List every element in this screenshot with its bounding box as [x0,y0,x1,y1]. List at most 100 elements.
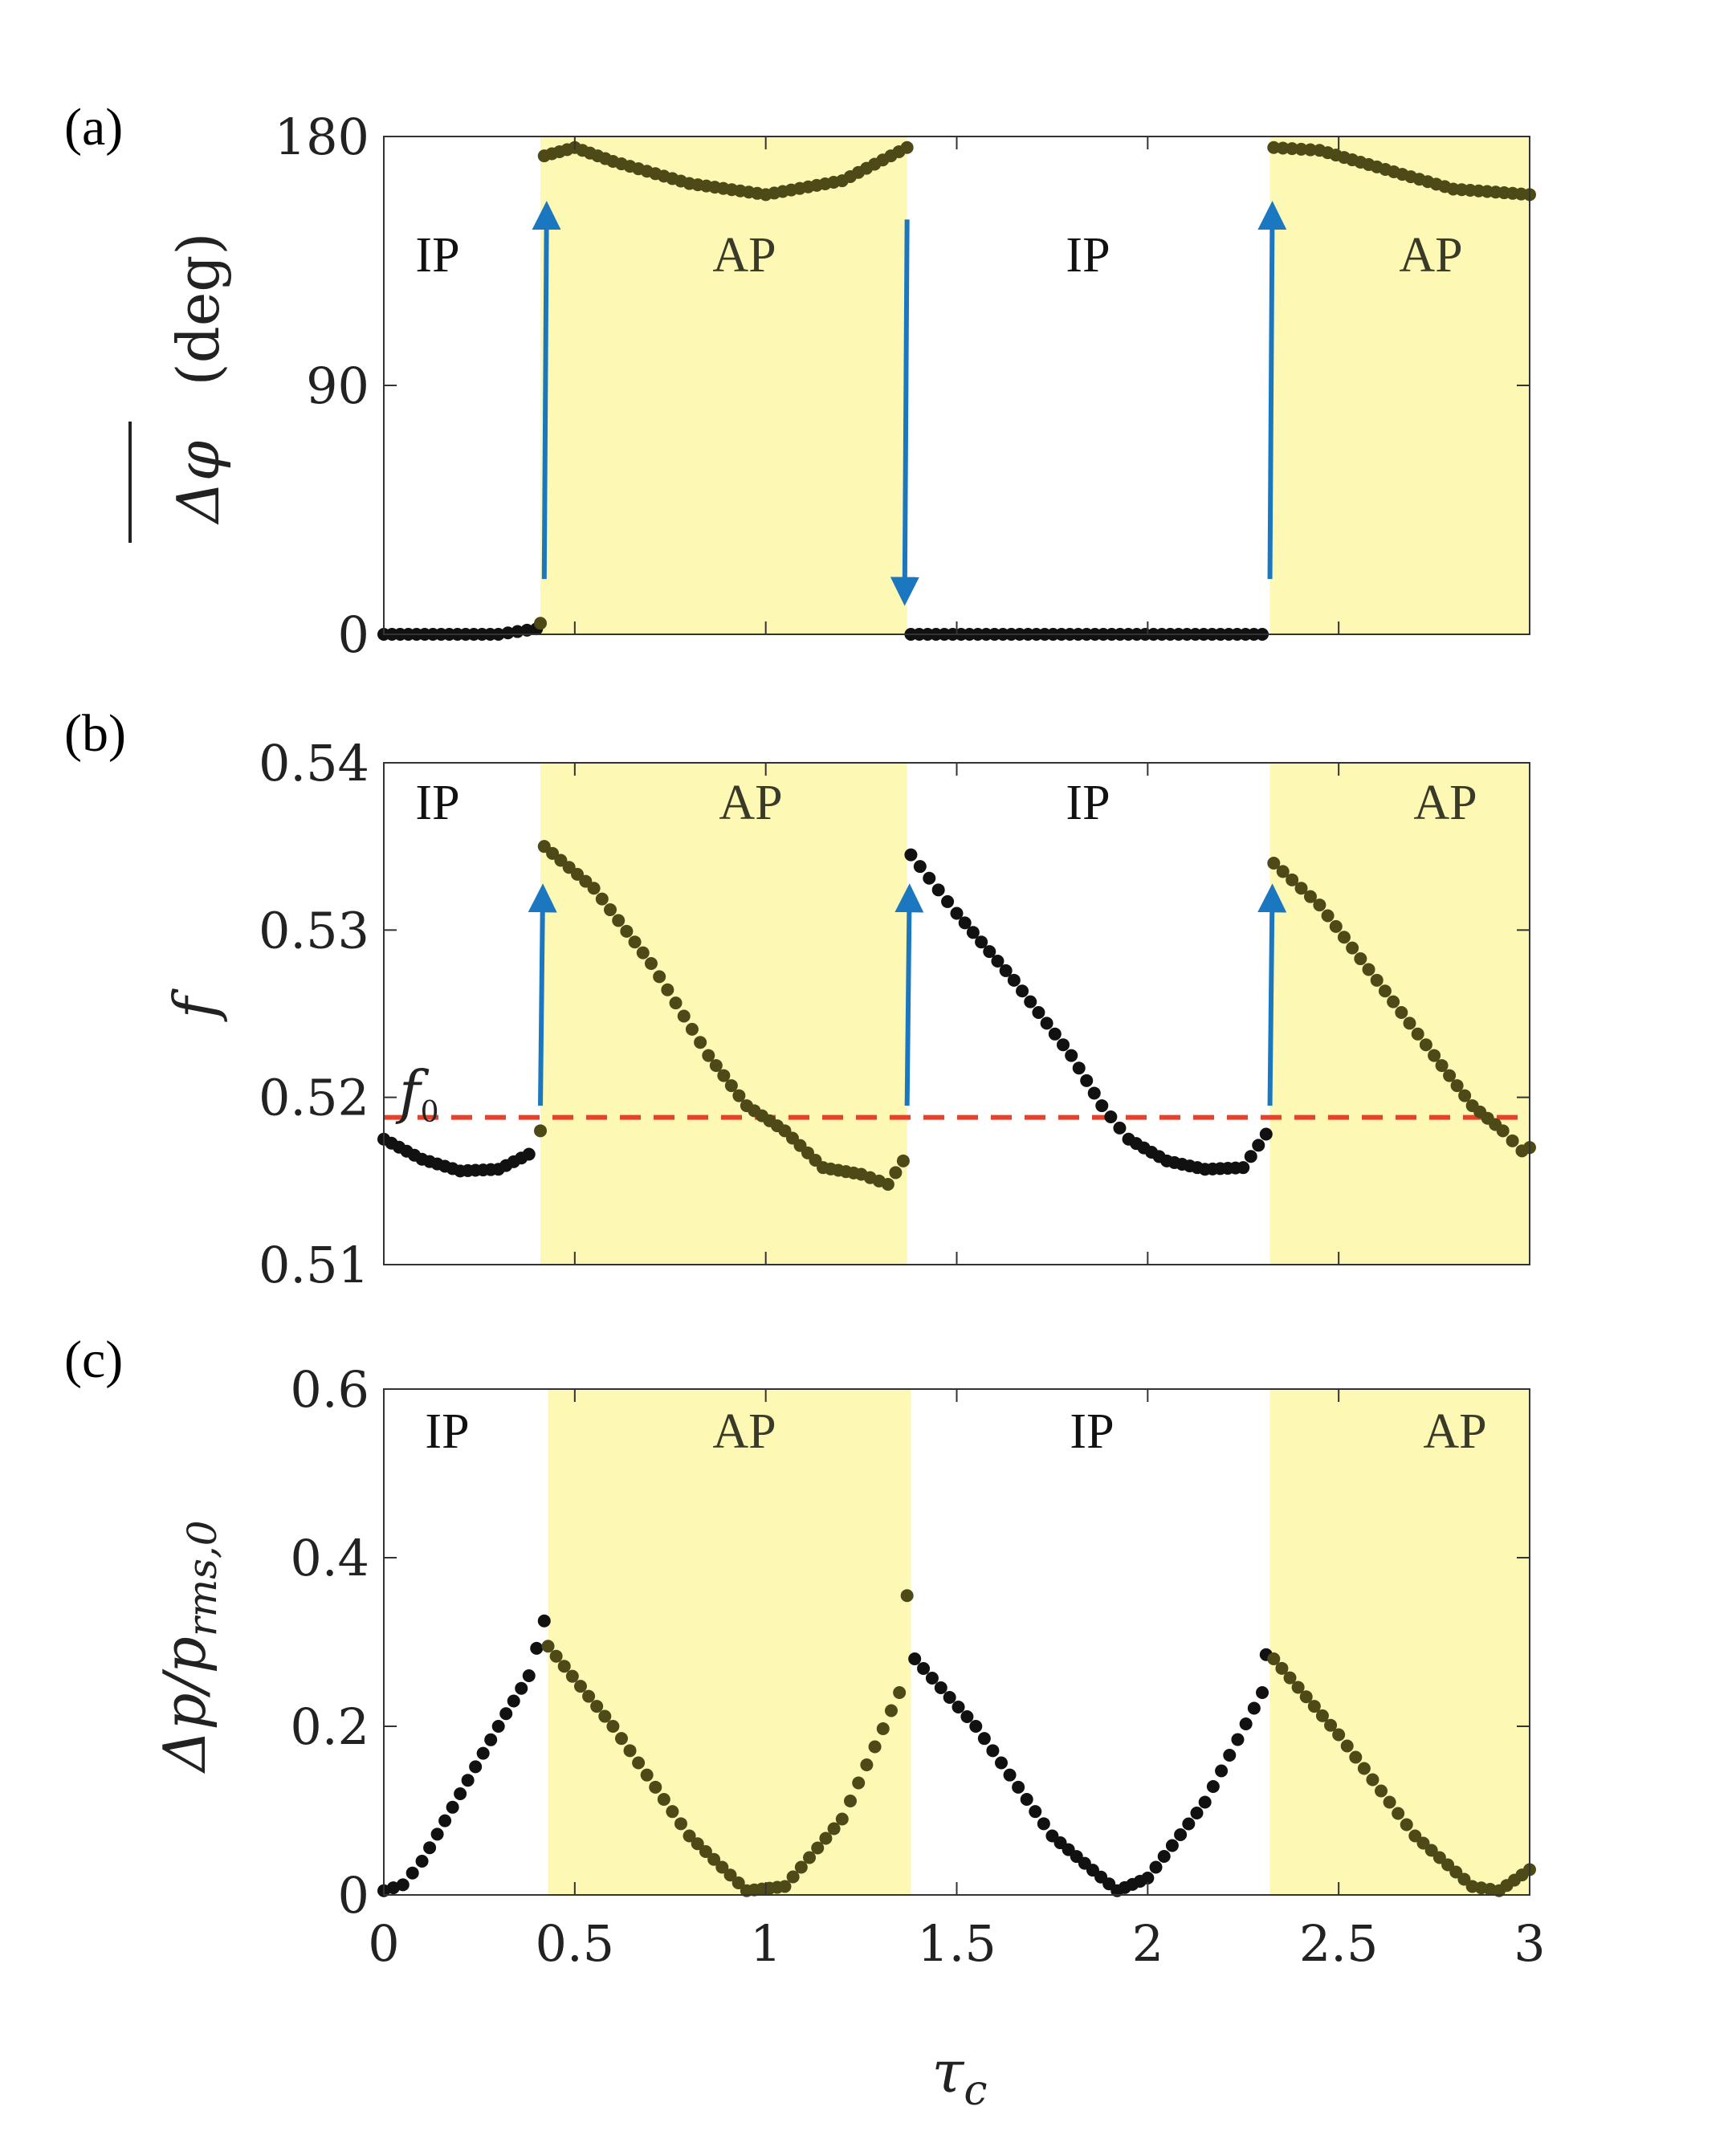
data-point [549,1649,563,1663]
data-point [1252,1139,1265,1152]
data-point [1378,984,1392,998]
data-point [669,996,683,1010]
data-point [1362,963,1375,976]
data-point [723,1868,737,1882]
data-point [1182,1817,1196,1831]
y-tick-label: 0.54 [259,734,369,792]
data-point [1395,1006,1408,1020]
data-point [520,623,534,637]
reference-line-label: f0 [395,1058,439,1129]
data-point [636,946,650,960]
data-point [677,1009,691,1023]
y-tick-label: 0.4 [290,1529,369,1587]
transition-arrow [890,219,919,606]
data-point [1357,1762,1371,1775]
data-point [661,983,674,996]
data-point [709,1059,723,1073]
data-point [590,1700,604,1713]
data-point [1383,1795,1396,1809]
data-point [522,1669,536,1682]
data-point [1307,1700,1321,1713]
shaded-region [548,1389,911,1895]
data-point [1291,1681,1305,1694]
data-point [966,926,980,939]
panel-c: (c) 0 0.2 0.4 0.6 0 0.5 1 1.5 2 2.5 3 Δp/prms,0 τ… [64,1330,1546,2115]
data-point [1286,142,1299,156]
data-point [653,970,666,984]
data-point [852,1776,866,1790]
data-point [1315,1709,1329,1722]
region-label-ip: IP [425,1404,469,1459]
data-point [860,1758,874,1771]
data-point [969,1720,983,1733]
transition-arrow [528,883,557,1106]
x-axis-label: τc [932,2038,988,2115]
data-point [649,1780,662,1794]
data-point [717,1069,731,1082]
transition-arrow [532,201,561,580]
data-point [537,1614,551,1628]
data-point [691,1837,704,1851]
data-point [1294,142,1308,156]
data-point [1165,1839,1179,1852]
y-axis-label-unit: (deg) [165,233,232,386]
data-point [530,1641,544,1655]
panel-letter: (c) [64,1330,123,1389]
y-tick-label: 0.6 [290,1360,369,1419]
data-point [868,1740,882,1754]
data-point [1259,1127,1273,1141]
data-point [657,1793,670,1806]
data-point [794,1860,808,1874]
data-point [1087,1086,1101,1100]
data-point [1007,973,1021,987]
data-point [983,945,996,959]
data-point [565,1669,579,1683]
data-point [612,914,626,927]
data-point [415,1855,429,1868]
data-point [1370,973,1384,987]
data-point [835,1812,849,1826]
y-axis-label-sub: rms,0 [179,1520,226,1636]
data-point [484,1733,498,1746]
data-point [1080,1074,1094,1087]
panel-b: (b) 0.51 0.52 0.53 0.54 f f0 IP AP IP AP [64,704,1536,1294]
data-point [1299,1690,1313,1704]
data-point [1247,1701,1261,1715]
data-point [1419,1038,1432,1052]
data-point [923,871,936,885]
y-tick-label: 0.53 [259,901,369,960]
data-point [925,1672,939,1685]
y-tick-label: 0.2 [290,1697,369,1756]
data-point [702,1049,715,1062]
data-point [1375,1784,1388,1798]
data-point [1346,941,1359,955]
data-point [598,1709,612,1723]
data-point [476,1746,490,1760]
data-point [707,1852,721,1866]
data-point [1366,1773,1379,1787]
region-label-ap: AP [1413,776,1477,830]
region-label-ip: IP [1070,1404,1114,1459]
data-point [1294,882,1308,895]
data-point [1174,1828,1188,1841]
data-point [1283,1671,1297,1685]
data-point [632,1756,646,1770]
data-point [614,1732,628,1746]
data-point [1506,1134,1519,1147]
data-point [1237,1161,1250,1175]
reference-line-label-sub: 0 [421,1096,439,1129]
data-point [1223,1749,1237,1762]
data-point [715,1860,729,1874]
data-point [917,1662,931,1675]
data-point [931,883,945,897]
data-point [1016,984,1029,998]
y-axis-label: f [161,988,229,1022]
data-point [1190,1807,1204,1819]
data-point [1048,1027,1062,1041]
y-axis-label-main: Δp/p [151,1636,218,1774]
data-point [803,1851,817,1864]
data-point [1458,1089,1472,1102]
data-point [1400,1818,1413,1831]
data-point [1303,143,1317,157]
data-point [534,617,548,630]
